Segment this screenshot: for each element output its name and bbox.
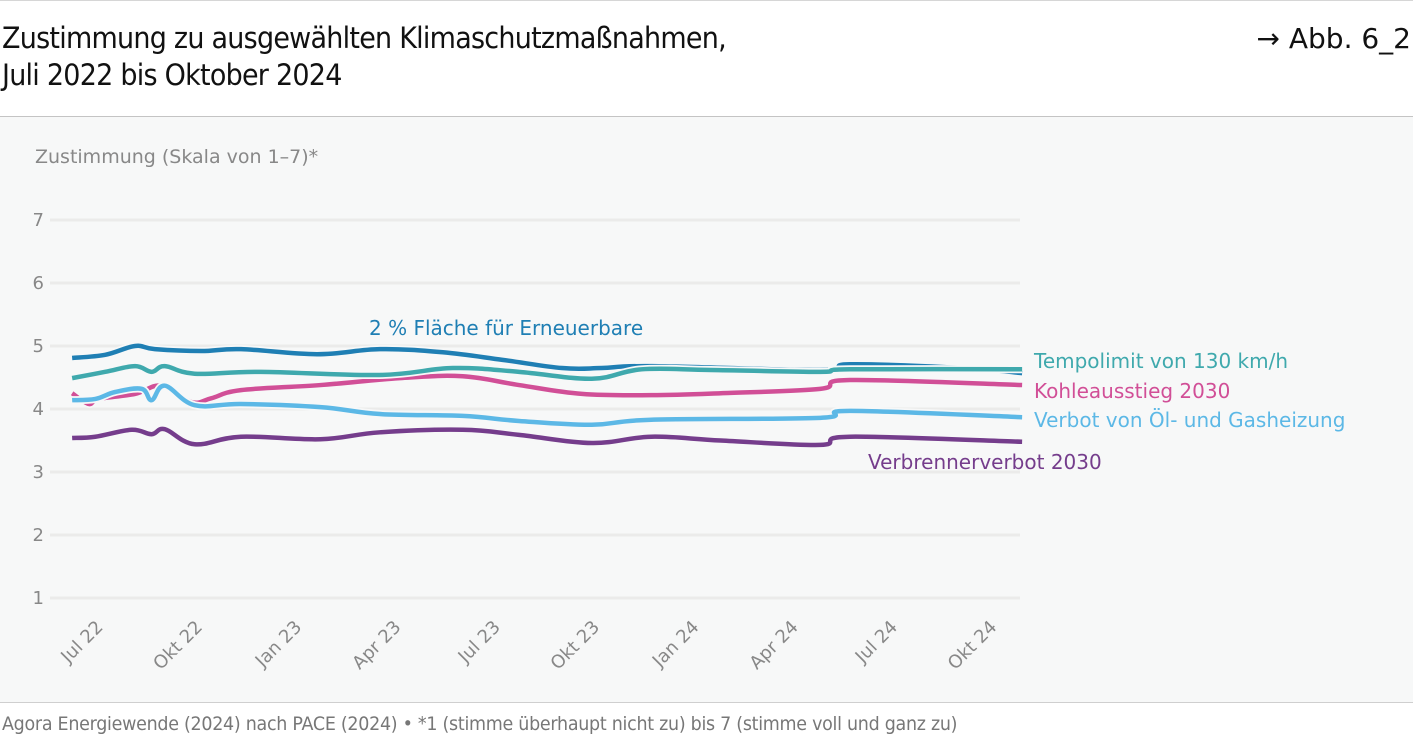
x-tick-label: Jul 23	[454, 617, 505, 668]
gridlines	[50, 218, 1020, 600]
chart-title-line-1: Zustimmung zu ausgewählten Klimaschutzma…	[2, 21, 727, 55]
y-tick-label: 1	[33, 588, 44, 609]
y-tick-label: 3	[33, 462, 44, 483]
figure-reference: → Abb. 6_2	[1256, 22, 1412, 55]
series-line-verbrennerverbot-2030	[72, 426, 1023, 448]
header: Zustimmung zu ausgewählten Klimaschutzma…	[0, 0, 1413, 116]
y-tick-label: 6	[33, 273, 44, 294]
x-axis-ticks: Jul 22 Okt 22 Jan 23 Apr 23 Jul 23 Okt 23 Jan …	[56, 617, 1001, 674]
y-axis-label: Zustimmung (Skala von 1–7)*	[35, 146, 318, 168]
header-divider	[0, 116, 1413, 117]
chart-title-line-2: Juli 2022 bis Oktober 2024	[2, 58, 342, 92]
series-line-kohleausstieg-2030	[70, 373, 1023, 407]
y-tick-label: 2	[33, 525, 44, 546]
series-label: Tempolimit von 130 km/h	[1033, 349, 1288, 373]
footer-divider	[0, 702, 1413, 703]
series-label: 2 % Fläche für Erneuerbare	[369, 316, 643, 340]
series-line-tempolimit-von-130-km-h	[71, 363, 1023, 382]
source-note: Agora Energiewende (2024) nach PACE (202…	[2, 713, 958, 735]
series-label: Verbot von Öl- und Gasheizung	[1034, 408, 1345, 432]
y-tick-label: 4	[33, 399, 44, 420]
series-line-verbot-von-l-und-gasheizung	[72, 383, 1023, 428]
x-tick-label: Apr 24	[746, 617, 803, 674]
y-axis-ticks: 1 2 3 4 5 6 7	[33, 210, 44, 609]
series-lines	[69, 341, 1023, 449]
x-tick-label: Okt 23	[547, 617, 604, 674]
y-tick-label: 7	[33, 210, 44, 231]
series-label: Kohleausstieg 2030	[1034, 379, 1230, 403]
x-tick-label: Jan 23	[251, 617, 306, 672]
top-divider	[0, 0, 1413, 1]
x-tick-label: Okt 22	[149, 617, 206, 674]
x-tick-label: Okt 24	[944, 617, 1001, 674]
series-labels: 2 % Fläche für Erneuerbare Tempolimit von…	[369, 316, 1345, 474]
x-tick-label: Jul 22	[56, 617, 107, 668]
chart-title: Zustimmung zu ausgewählten Klimaschutzma…	[2, 20, 727, 94]
x-tick-label: Jul 24	[851, 617, 902, 668]
series-label: Verbrennerverbot 2030	[868, 450, 1102, 474]
y-tick-label: 5	[33, 336, 44, 357]
x-tick-label: Apr 23	[348, 617, 405, 674]
x-tick-label: Jan 24	[648, 617, 703, 672]
